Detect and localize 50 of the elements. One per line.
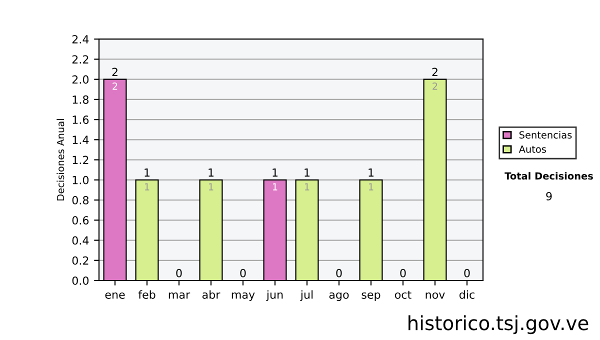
x-tick-label: nov xyxy=(426,292,445,299)
y-tick-label: 2.0 xyxy=(72,75,89,84)
data-label: 2 xyxy=(112,82,118,90)
total-label: 1 xyxy=(208,168,214,177)
x-tick-label: mar xyxy=(168,292,190,299)
x-tick-label: may xyxy=(232,292,255,301)
y-tick-label: 0.8 xyxy=(72,196,89,204)
total-label: 2 xyxy=(432,68,438,76)
x-tick-label: abr xyxy=(202,290,220,299)
data-label: 1 xyxy=(208,183,214,190)
data-label: 1 xyxy=(368,183,374,190)
text: Total Decisiones xyxy=(504,172,593,180)
x-tick-label: oct xyxy=(394,290,412,299)
text: 9 xyxy=(546,192,552,200)
data-label: 1 xyxy=(144,183,150,190)
total-label: 2 xyxy=(112,68,118,76)
y-tick-label: 1.8 xyxy=(72,95,89,104)
y-axis-title: Decisiones Anual xyxy=(56,119,64,200)
x-tick-label: feb xyxy=(138,290,156,299)
y-tick-label: 2.2 xyxy=(72,55,88,64)
x-tick-label: sep xyxy=(362,292,380,301)
y-tick-label: 0.2 xyxy=(72,256,88,265)
data-label: 1 xyxy=(272,183,278,190)
text: historico.tsj.gov.ve xyxy=(408,315,588,334)
y-tick-label: 1.0 xyxy=(72,176,89,184)
total-label: 0 xyxy=(176,268,182,278)
y-tick-label: 0.4 xyxy=(72,236,89,245)
x-tick-label: jun xyxy=(266,290,283,301)
legend-label: Autos xyxy=(518,146,546,153)
y-tick-label: 1.4 xyxy=(72,136,89,144)
total-label: 0 xyxy=(240,268,246,278)
data-label: 2 xyxy=(432,82,438,90)
y-tick-label: 1.2 xyxy=(72,156,88,164)
y-tick-label: 0.0 xyxy=(72,276,89,285)
legend-label: Sentencias xyxy=(519,131,572,139)
x-tick-label: ago xyxy=(329,292,349,301)
data-label: 1 xyxy=(304,183,310,190)
total-label: 0 xyxy=(464,268,470,278)
total-label: 0 xyxy=(336,268,342,278)
x-tick-label: jul xyxy=(300,290,313,301)
x-tick-label: ene xyxy=(105,292,125,299)
y-tick-label: 1.6 xyxy=(72,116,89,124)
y-tick-label: 2.4 xyxy=(72,35,89,44)
total-label: 1 xyxy=(368,168,374,177)
total-label: 0 xyxy=(400,268,406,278)
total-label: 1 xyxy=(272,168,278,177)
total-label: 1 xyxy=(144,168,150,177)
y-tick-label: 0.6 xyxy=(72,216,89,225)
x-tick-label: dic xyxy=(459,290,474,299)
total-label: 1 xyxy=(304,168,310,177)
